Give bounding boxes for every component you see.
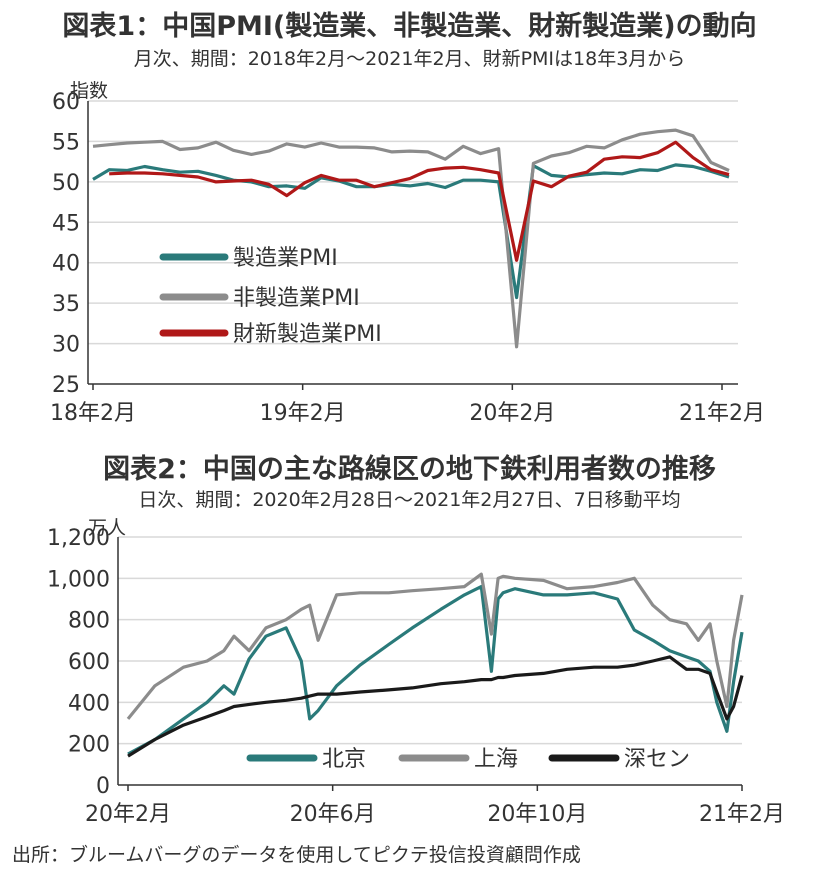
chart2-series-line-2 [127,655,744,758]
chart2-y-tick-label: 0 [96,774,110,799]
chart1-x-tick-label: 18年2月 [50,401,136,426]
chart1-legend: 製造業PMI 非製造業PMI 財新製造業PMI [159,246,382,347]
chart2-series-line-1 [126,572,744,720]
chart2-title: 図表2：中国の主な路線区の地下鉄利用者数の推移 [103,454,716,485]
chart2-subtitle: 日次、期間：2020年2月28日～2021年2月27日、7日移動平均 [138,489,681,511]
chart1-x-axis: 18年2月 19年2月 20年2月 21年2月 [50,401,765,426]
chart1-series-line-1 [92,128,730,349]
chart2-x-axis: 20年2月 20年6月 20年10月 21年2月 [85,802,785,827]
chart2-x-tick-label: 21年2月 [699,802,785,827]
chart1-y-tick-label: 45 [52,211,80,236]
chart1-legend-label: 財新製造業PMI [233,322,382,347]
chart2-y-tick-label: 800 [68,609,110,634]
chart1-subtitle: 月次、期間：2018年2月～2021年2月、財新PMIは18年3月から [133,48,686,70]
chart1-x-tick-label: 19年2月 [260,401,346,426]
chart1-series-line-2 [109,140,730,262]
chart1-x-tick-label: 20年2月 [469,401,555,426]
chart2-y-tick-label: 1,200 [47,526,110,551]
chart2-x-tick-label: 20年10月 [487,802,587,827]
chart1-y-tick-label: 35 [52,292,80,317]
chart1-title: 図表1：中国PMI(製造業、非製造業、財新製造業)の動向 [62,11,757,42]
chart2-legend-label: 深セン [624,747,690,772]
chart1-y-axis: 60 55 50 45 40 35 30 25 [52,90,80,398]
chart2-legend-label: 北京 [322,747,366,772]
chart2-y-axis: 1,200 1,000 800 600 400 200 0 [47,526,110,799]
chart1-y-tick-label: 50 [52,171,80,196]
chart1-y-tick-label: 40 [52,252,80,277]
chart1-x-tick-label: 21年2月 [679,401,765,426]
chart1-y-tick-label: 25 [52,373,80,398]
chart2-unit-label: 万人 [88,517,127,539]
chart2-y-tick-label: 200 [68,733,110,758]
chart1-legend-label: 非製造業PMI [233,286,360,311]
chart2-legend-label: 上海 [474,747,518,772]
chart1-unit-label: 指数 [70,80,109,102]
chart1-legend-label: 製造業PMI [233,246,338,271]
chart1: 60 55 50 45 40 35 30 25 18年2月 19年2月 20年2月 21年2月 製造業P… [50,90,765,426]
chart2-series-line-0 [127,585,744,756]
source-note: 出所：ブルームバーグのデータを使用してピクテ投信投資顧問作成 [12,844,581,866]
chart1-y-tick-label: 30 [52,333,80,358]
chart2-y-tick-label: 600 [68,650,110,675]
chart1-y-tick-label: 60 [52,90,80,115]
chart2-y-tick-label: 1,000 [47,567,110,592]
chart2-y-tick-label: 400 [68,691,110,716]
chart2-legend: 北京 上海 深セン [246,747,690,772]
chart2-x-tick-label: 20年2月 [85,802,171,827]
chart2-x-tick-label: 20年6月 [290,802,376,827]
chart1-y-tick-label: 55 [52,130,80,155]
chart1-series-line-0 [92,163,730,300]
